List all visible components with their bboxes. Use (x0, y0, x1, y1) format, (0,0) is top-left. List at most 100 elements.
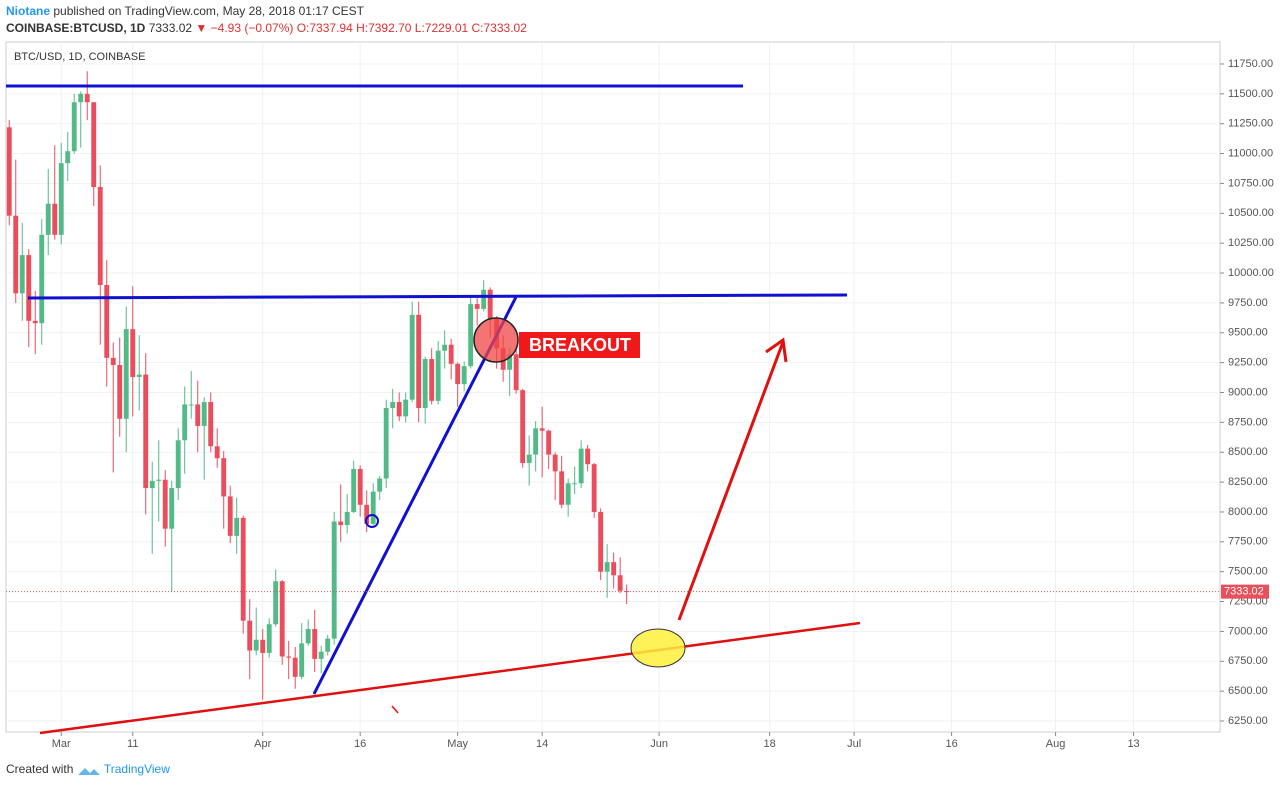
logo (77, 767, 100, 775)
y-tick-label: 8250.00 (1228, 476, 1268, 488)
candle-body (409, 314, 415, 400)
candle-body (474, 304, 480, 309)
x-tick-label: Mar (52, 738, 71, 750)
candle-body (84, 93, 90, 103)
candle-body (279, 581, 285, 657)
candle-body (507, 354, 513, 370)
x-tick-label: 13 (1127, 738, 1139, 750)
y-tick-label: 7750.00 (1228, 536, 1268, 548)
published: published on TradingView.com, May 28, 20… (53, 4, 364, 18)
candle-body (26, 255, 32, 321)
y-tick-label: 7000.00 (1228, 625, 1268, 637)
candle-body (435, 350, 441, 401)
candle-body (357, 468, 363, 505)
last-price-label: 7333.02 (1224, 586, 1264, 598)
candle-body (65, 151, 71, 164)
candle-body (403, 399, 409, 417)
y-tick-label: 8000.00 (1228, 506, 1268, 518)
trend-line (312, 296, 518, 695)
candle-body (292, 657, 298, 677)
candle-body (234, 517, 240, 536)
x-tick-label: Apr (254, 738, 271, 750)
candle-body (520, 390, 526, 463)
candle-body (416, 314, 422, 409)
candle-body (468, 304, 474, 367)
candle-body (104, 284, 110, 358)
annotation-box (519, 332, 640, 358)
candle-body (221, 458, 227, 497)
candle-body (45, 203, 51, 235)
candle-body (461, 366, 467, 385)
drawings: BREAKOUT (6, 84, 861, 735)
candle-body (598, 511, 604, 572)
candle-body (396, 402, 402, 417)
rising-support (39, 621, 861, 735)
candle-body (143, 374, 149, 489)
candle-body (110, 357, 116, 366)
y-tick-label: 11250.00 (1228, 118, 1273, 130)
x-tick-label: Jun (650, 738, 668, 750)
candle-body (338, 521, 344, 526)
y-tick-label: 11000.00 (1228, 147, 1273, 159)
brand[interactable]: TradingView (103, 762, 170, 776)
price: 7333.02 (148, 21, 193, 35)
x-tick-label: 11 (127, 738, 138, 750)
candle-body (39, 234, 45, 324)
breakout-circle (473, 317, 519, 363)
y-tick-label: 8500.00 (1228, 446, 1268, 458)
candle-body (149, 480, 155, 489)
candle-body (214, 446, 220, 459)
candle-body (383, 408, 389, 479)
candle-body (78, 93, 84, 103)
candle-body (97, 187, 103, 285)
candle-body (286, 656, 292, 658)
candle-body (552, 454, 558, 472)
candle-body (351, 468, 357, 512)
candle-body (299, 643, 305, 677)
symbol: COINBASE:BTCUSD, 1D (6, 21, 146, 35)
candle-body (169, 488, 175, 529)
candle-body (591, 464, 597, 512)
candle-body (546, 430, 552, 455)
candle-body (182, 404, 188, 441)
candle-body (611, 562, 617, 576)
candle-body (58, 163, 64, 235)
candle-body (117, 365, 123, 419)
candle-body (13, 215, 19, 294)
candle-body (377, 478, 383, 492)
footer: Created with TradingView (6, 762, 170, 776)
candle-body (6, 127, 12, 216)
candle-body (188, 404, 194, 406)
candle-body (240, 517, 246, 621)
x-tick-label: 14 (536, 738, 548, 750)
x-tick-label: Aug (1046, 738, 1066, 750)
plot-frame (5, 41, 1221, 733)
candle-body (19, 255, 25, 294)
candle-body (578, 448, 584, 484)
y-tick-label: 9750.00 (1228, 297, 1268, 309)
author[interactable]: Niotane (6, 4, 51, 18)
candle-body (539, 428, 545, 431)
y-tick-label: 6500.00 (1228, 685, 1268, 697)
candle-body (201, 402, 207, 426)
publish-line: Niotane published on TradingView.com, Ma… (6, 4, 364, 18)
candle-body (312, 629, 318, 659)
candle-body (156, 479, 162, 481)
target-ellipse (630, 628, 686, 668)
candle-body (422, 359, 428, 409)
x-tick-label: 16 (354, 738, 366, 750)
candle-body (130, 329, 136, 377)
y-tick-label: 6750.00 (1228, 655, 1268, 667)
candle-body (344, 511, 350, 526)
candle-body (208, 402, 214, 447)
change: ▼ −4.93 (−0.07%) (195, 21, 294, 35)
support-line (27, 293, 848, 300)
candle-body (624, 591, 630, 593)
annotation: BREAKOUT (529, 335, 631, 355)
y-tick-label: 10500.00 (1228, 207, 1274, 219)
candle-body (448, 344, 454, 364)
x-tick-label: 18 (763, 738, 775, 750)
y-tick-label: 8750.00 (1228, 416, 1268, 428)
candle-body (71, 102, 77, 152)
